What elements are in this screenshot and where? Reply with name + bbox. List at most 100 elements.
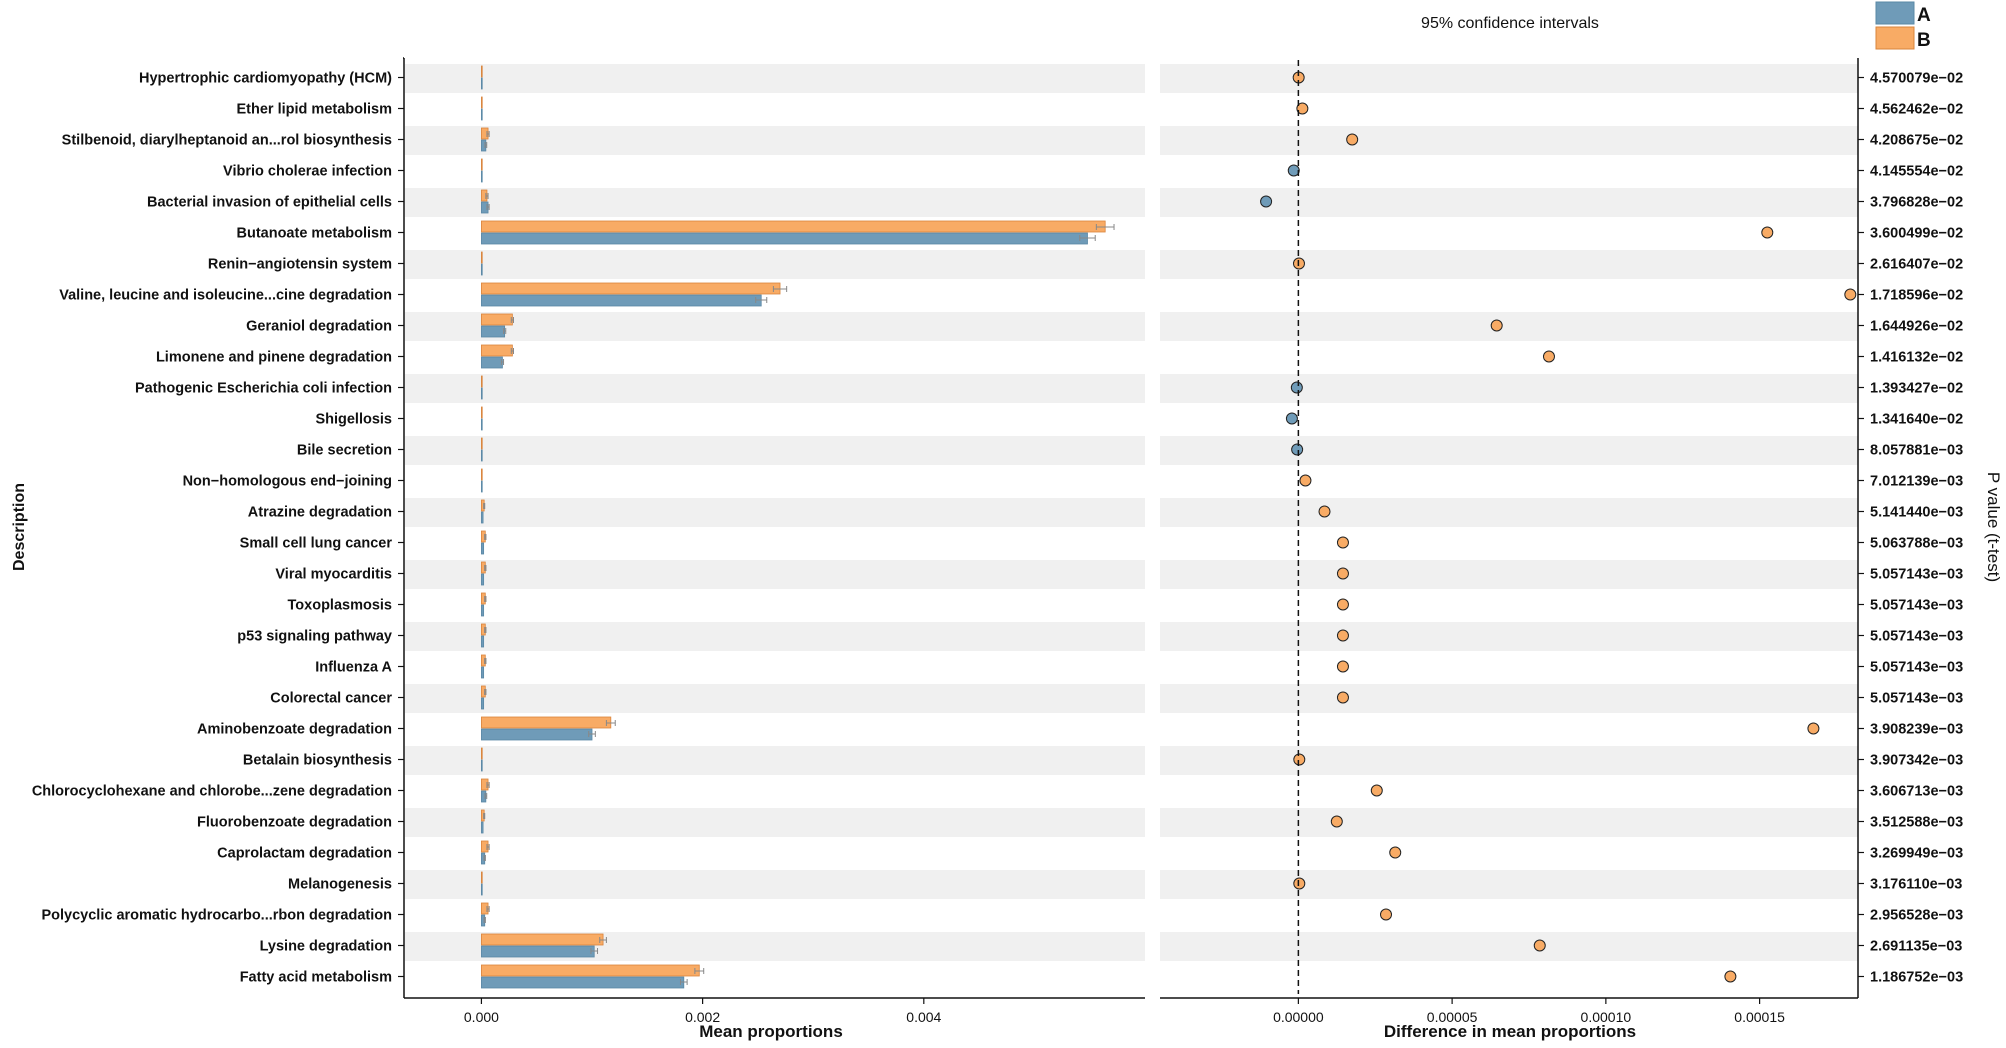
bar-a xyxy=(481,976,685,989)
row-band xyxy=(405,312,1145,341)
error-bar-b xyxy=(483,813,486,819)
difference-point xyxy=(1380,908,1393,921)
difference-point xyxy=(1293,877,1306,890)
p-value-label: 3.796828e−02 xyxy=(1870,195,1963,211)
p-value-label: 5.141440e−03 xyxy=(1870,505,1963,521)
error-bar-b xyxy=(605,720,616,726)
x-tick-label: 0.00000 xyxy=(1273,1009,1324,1025)
bar-b xyxy=(481,344,513,357)
category-label: Betalain biosynthesis xyxy=(243,753,392,769)
error-bar-b xyxy=(485,193,489,199)
row-band xyxy=(1160,312,1858,341)
left-x-axis-title: Mean proportions xyxy=(699,1022,843,1041)
row-band xyxy=(405,622,1145,651)
bar-a xyxy=(481,263,483,276)
category-label: Shigellosis xyxy=(315,412,392,428)
error-bar-a xyxy=(483,917,486,923)
row-bands xyxy=(405,64,1858,961)
mean-proportions-panel xyxy=(481,65,1115,989)
bar-a xyxy=(481,108,483,121)
p-value-label: 3.176110e−03 xyxy=(1870,877,1962,893)
p-value-label: 1.718596e−02 xyxy=(1870,288,1963,304)
bar-a xyxy=(481,883,483,896)
difference-point xyxy=(1542,350,1555,363)
error-bar-b xyxy=(510,317,514,323)
row-band xyxy=(1160,498,1858,527)
legend-swatch-b xyxy=(1875,26,1915,50)
category-label: Non−homologous end−joining xyxy=(183,474,392,490)
difference-point xyxy=(1330,815,1343,828)
category-label: Aminobenzoate degradation xyxy=(197,722,392,738)
p-value-label: 5.057143e−03 xyxy=(1870,660,1963,676)
bar-a xyxy=(481,573,485,586)
row-band xyxy=(405,746,1145,775)
bar-b xyxy=(481,158,483,171)
error-bar-b xyxy=(510,348,514,354)
row-band xyxy=(1160,250,1858,279)
bar-b xyxy=(481,96,483,109)
bar-a xyxy=(481,232,1088,245)
difference-point xyxy=(1336,598,1349,611)
error-bar-a xyxy=(484,142,488,148)
difference-panel xyxy=(1260,60,1857,994)
bar-b xyxy=(481,933,604,946)
category-label: Bacterial invasion of epithelial cells xyxy=(147,195,392,211)
row-band xyxy=(1160,374,1858,403)
category-label: Geraniol degradation xyxy=(246,319,392,335)
p-value-label: 5.057143e−03 xyxy=(1870,598,1963,614)
bar-a xyxy=(481,511,484,524)
row-band xyxy=(1160,622,1858,651)
bar-a xyxy=(481,666,485,679)
category-label: Colorectal cancer xyxy=(270,691,392,707)
error-bar-a xyxy=(590,948,599,954)
error-bar-b xyxy=(694,968,705,974)
p-value-label: 5.057143e−03 xyxy=(1870,567,1963,583)
error-bar-b xyxy=(484,658,487,664)
error-bar-b xyxy=(599,937,607,943)
legend: AB xyxy=(1875,1,1931,51)
bar-b xyxy=(481,313,513,326)
difference-point xyxy=(1336,660,1349,673)
difference-point xyxy=(1293,753,1306,766)
row-band xyxy=(1160,188,1858,217)
bar-b xyxy=(481,747,483,760)
difference-point xyxy=(1260,195,1273,208)
x-tick-label: 0.00005 xyxy=(1427,1009,1478,1025)
row-band xyxy=(1160,870,1858,899)
bar-a xyxy=(481,480,483,493)
bar-a xyxy=(481,387,483,400)
category-label: Valine, leucine and isoleucine...cine de… xyxy=(59,288,392,304)
bar-a xyxy=(481,542,485,555)
bar-a xyxy=(481,170,483,183)
bar-b xyxy=(481,468,483,481)
row-band xyxy=(405,560,1145,589)
p-value-label: 8.057881e−03 xyxy=(1870,443,1963,459)
category-label: Lysine degradation xyxy=(260,939,392,955)
difference-point xyxy=(1844,288,1857,301)
p-value-label: 5.063788e−03 xyxy=(1870,536,1963,552)
difference-point xyxy=(1336,629,1349,642)
difference-point xyxy=(1291,443,1304,456)
legend-label-a: A xyxy=(1917,5,1931,26)
error-bar-b xyxy=(1095,224,1115,230)
p-value-label: 7.012139e−03 xyxy=(1870,474,1963,490)
x-tick-label: 0.000 xyxy=(464,1009,499,1025)
p-value-label: 3.606713e−03 xyxy=(1870,784,1963,800)
category-label: Atrazine degradation xyxy=(248,505,392,521)
error-bar-b xyxy=(484,596,487,602)
error-bar-a xyxy=(486,204,490,210)
difference-point xyxy=(1490,319,1503,332)
error-bar-a xyxy=(1079,235,1096,241)
category-label: Chlorocyclohexane and chlorobe...zene de… xyxy=(32,784,392,800)
category-label: Stilbenoid, diarylheptanoid an...rol bio… xyxy=(62,133,392,149)
p-value-labels: 4.570079e−02 4.562462e−02 4.208675e−02 4.14… xyxy=(1870,71,1963,986)
bar-b xyxy=(481,282,781,295)
error-bar-a xyxy=(755,297,768,303)
difference-point xyxy=(1807,722,1820,735)
category-label: Limonene and pinene degradation xyxy=(156,350,392,366)
bar-b xyxy=(481,375,483,388)
p-value-label: 4.570079e−02 xyxy=(1870,71,1963,87)
category-label: Polycyclic aromatic hydrocarbo...rbon de… xyxy=(41,908,392,924)
bar-b xyxy=(481,251,483,264)
